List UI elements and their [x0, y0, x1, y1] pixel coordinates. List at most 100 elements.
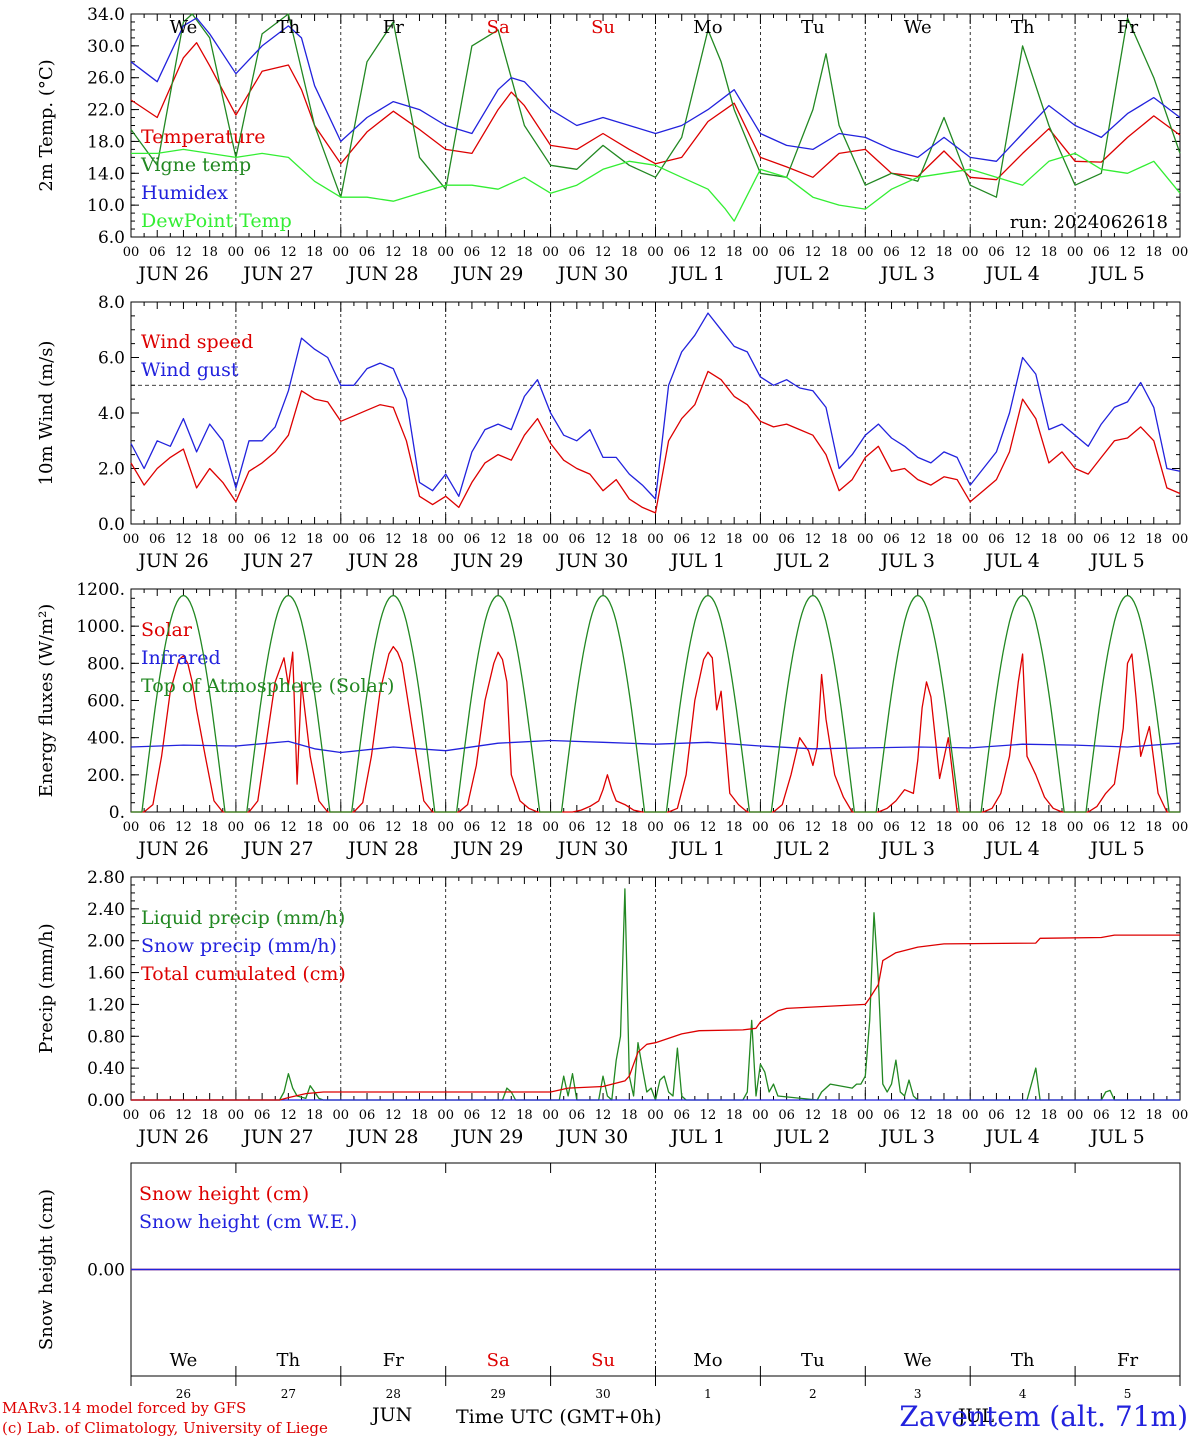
hour-label: 06: [254, 820, 271, 835]
hour-label: 18: [1146, 532, 1163, 547]
day-label: JUN 27: [241, 1126, 313, 1148]
day-label: JUN 30: [556, 263, 628, 285]
hour-label: 06: [778, 245, 795, 260]
hour-label: 18: [306, 820, 323, 835]
hour-label: 18: [306, 245, 323, 260]
hour-label: 00: [647, 820, 664, 835]
weekday-label: Fr: [1117, 17, 1138, 38]
day-label: JUL 1: [669, 1126, 725, 1148]
hour-label: 00: [857, 820, 874, 835]
hour-label: 18: [411, 820, 428, 835]
weekday-label: Fr: [383, 17, 404, 38]
day-label: JUN 30: [556, 550, 628, 572]
hour-label: 12: [1119, 1108, 1136, 1123]
hour-label: 00: [228, 245, 245, 260]
day-label: JUN 29: [451, 550, 523, 572]
hour-label: 06: [149, 532, 166, 547]
hour-label: 12: [595, 532, 612, 547]
hour-label: 00: [333, 820, 350, 835]
hour-label: 18: [516, 1108, 533, 1123]
y-tick-label: 14.0: [87, 164, 125, 184]
y-axis-label: Energy fluxes (W/m²): [36, 604, 57, 798]
hour-label: 18: [621, 245, 638, 260]
hour-label: 00: [333, 245, 350, 260]
hour-label: 00: [962, 532, 979, 547]
y-tick-label: 6.0: [98, 349, 125, 369]
hour-label: 12: [595, 1108, 612, 1123]
hour-label: 12: [909, 820, 926, 835]
legend-entry: Temperature: [141, 126, 265, 148]
legend-entry: Wind speed: [141, 331, 253, 353]
day-label: JUL 2: [774, 263, 830, 285]
x-axis-label: Time UTC (GMT+0h): [456, 1406, 662, 1428]
hour-label: 12: [1014, 1108, 1031, 1123]
day-label: JUN 29: [451, 263, 523, 285]
y-axis-label: Precip (mm/h): [36, 923, 57, 1053]
hour-label: 06: [883, 245, 900, 260]
legend-entry: Liquid precip (mm/h): [141, 907, 345, 929]
hour-label: 00: [752, 820, 769, 835]
day-number-label: 28: [386, 1387, 401, 1401]
y-tick-label: 200.: [87, 766, 125, 786]
legend-entry: Humidex: [141, 182, 228, 204]
hour-label: 18: [726, 820, 743, 835]
hour-label: 00: [228, 1108, 245, 1123]
day-label: JUN 26: [136, 263, 208, 285]
hour-label: 06: [1093, 820, 1110, 835]
hour-label: 12: [280, 245, 297, 260]
hour-label: 18: [936, 245, 953, 260]
day-label: JUN 27: [241, 838, 313, 860]
day-label: JUN 28: [346, 263, 418, 285]
y-tick-label: 6.0: [98, 228, 125, 248]
day-number-label: 1: [704, 1387, 712, 1401]
hour-label: 12: [490, 1108, 507, 1123]
day-label: JUL 4: [983, 838, 1039, 860]
hour-label: 06: [1093, 532, 1110, 547]
hour-label: 18: [726, 1108, 743, 1123]
hour-label: 06: [464, 532, 481, 547]
hour-label: 18: [411, 1108, 428, 1123]
hour-label: 00: [542, 245, 559, 260]
hour-label: 18: [831, 820, 848, 835]
hour-label: 12: [490, 820, 507, 835]
hour-label: 06: [883, 820, 900, 835]
chart-panel-2: 0.0 2.0 4.0 6.0 8.0 10m Wind (m/s) Wind speed W…: [36, 293, 1188, 572]
hour-label: 06: [569, 532, 586, 547]
hour-label: 00: [1172, 1108, 1189, 1123]
hour-label: 06: [883, 1108, 900, 1123]
hour-label: 06: [149, 820, 166, 835]
legend-entry: Infrared: [141, 647, 221, 669]
hour-label: 00: [123, 820, 140, 835]
hour-label: 18: [1041, 1108, 1058, 1123]
day-label: JUL 5: [1088, 550, 1144, 572]
legend-entry: Solar: [141, 619, 193, 641]
hour-label: 12: [490, 532, 507, 547]
hour-label: 06: [569, 820, 586, 835]
hour-label: 18: [1041, 245, 1058, 260]
hour-label: 00: [647, 245, 664, 260]
hour-label: 00: [228, 820, 245, 835]
hour-label: 00: [1067, 1108, 1084, 1123]
day-number-label: 26: [176, 1387, 191, 1401]
day-label: JUL 4: [983, 263, 1039, 285]
y-tick-label: 4.0: [98, 404, 125, 424]
hour-label: 06: [359, 1108, 376, 1123]
y-tick-label: 10.0: [87, 196, 125, 216]
hour-label: 12: [175, 245, 192, 260]
chart-panel-4: 0.00 0.40 0.80 1.20 1.60 2.00 2.40 2.80 Precip (…: [36, 868, 1188, 1148]
hour-label: 18: [831, 245, 848, 260]
hour-label: 00: [647, 532, 664, 547]
hour-label: 00: [437, 245, 454, 260]
hour-label: 06: [988, 245, 1005, 260]
weekday-label: Su: [591, 1350, 615, 1371]
hour-label: 12: [385, 245, 402, 260]
legend-entry: DewPoint Temp: [141, 210, 292, 232]
day-label: JUL 5: [1088, 838, 1144, 860]
weekday-label: Th: [1011, 17, 1035, 38]
hour-label: 00: [752, 245, 769, 260]
series-line-total-cumulated-cm-: [131, 934, 1180, 1101]
y-tick-label: 1.20: [87, 995, 125, 1015]
day-label: JUN 30: [556, 838, 628, 860]
series-line-top-of-atmosphere-solar-: [131, 594, 1180, 813]
hour-label: 12: [700, 245, 717, 260]
